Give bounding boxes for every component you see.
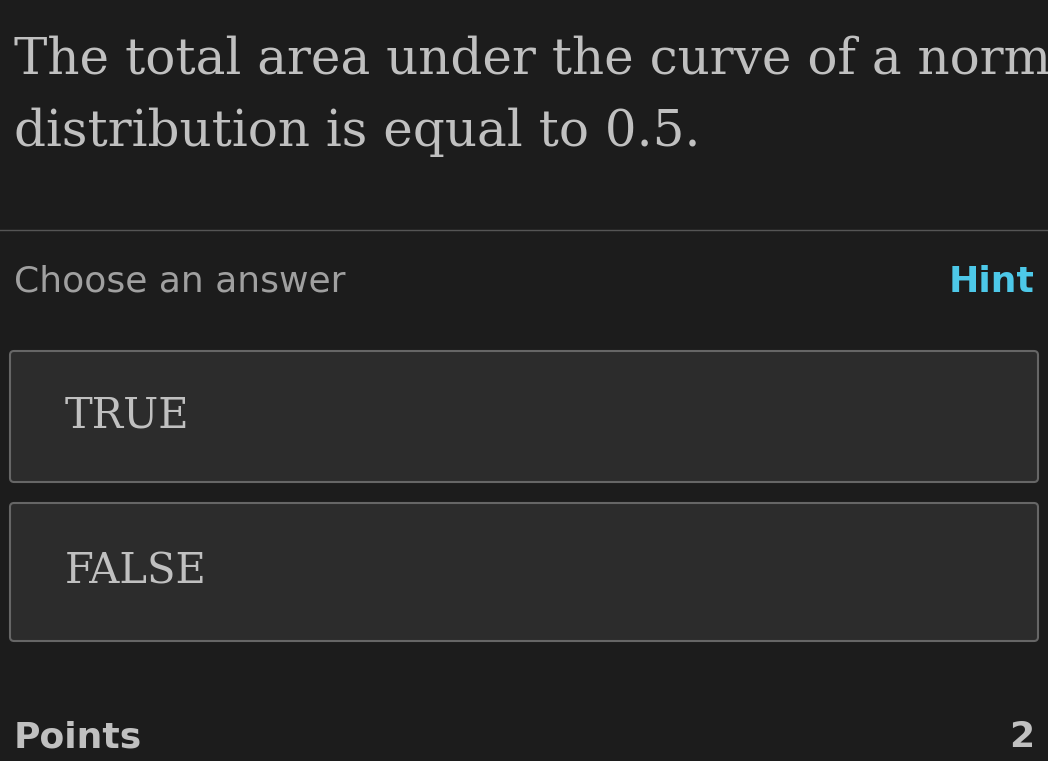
Text: Points: Points: [14, 720, 143, 754]
FancyBboxPatch shape: [10, 351, 1038, 482]
Text: Hint: Hint: [948, 265, 1034, 299]
Text: 2: 2: [1009, 720, 1034, 754]
Text: TRUE: TRUE: [65, 395, 190, 437]
Text: distribution is equal to 0.5.: distribution is equal to 0.5.: [14, 108, 700, 158]
FancyBboxPatch shape: [10, 503, 1038, 641]
Text: The total area under the curve of a normal: The total area under the curve of a norm…: [14, 35, 1048, 84]
Text: FALSE: FALSE: [65, 551, 206, 593]
Text: Choose an answer: Choose an answer: [14, 265, 346, 299]
